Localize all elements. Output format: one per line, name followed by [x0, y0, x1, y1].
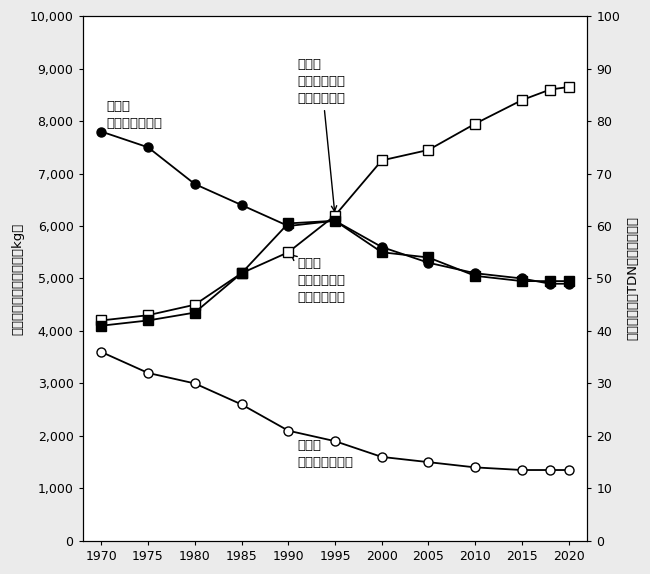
Y-axis label: 飼料自給率（TDNベース，％）: 飼料自給率（TDNベース，％）	[626, 216, 639, 340]
Text: 北海道
（飼料自給率）: 北海道 （飼料自給率）	[106, 100, 162, 130]
Text: 北海道
（経産牛１頭
当たり乳量）: 北海道 （経産牛１頭 当たり乳量）	[298, 58, 346, 211]
Text: 都府県
（飼料自給率）: 都府県 （飼料自給率）	[298, 439, 354, 468]
Text: 都府県
（経産牛１頭
当たり乳量）: 都府県 （経産牛１頭 当たり乳量）	[292, 255, 346, 304]
Y-axis label: 経産牛１頭当たり乳量（kg）: 経産牛１頭当たり乳量（kg）	[11, 222, 24, 335]
